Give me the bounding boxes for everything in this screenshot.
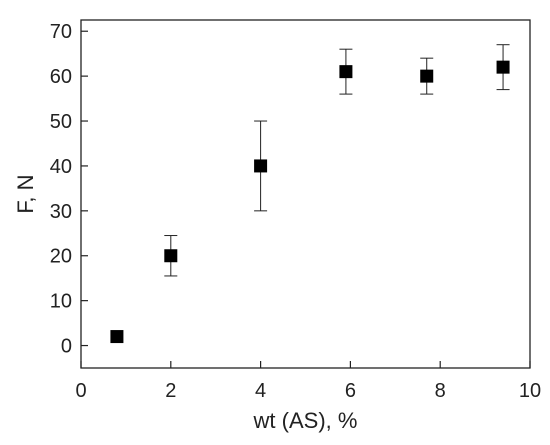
y-tick-label: 30 bbox=[50, 201, 72, 223]
y-tick-label: 70 bbox=[50, 21, 72, 43]
x-tick-label: 8 bbox=[435, 380, 446, 402]
data-point bbox=[164, 249, 178, 263]
data-point bbox=[339, 65, 353, 79]
plot-frame bbox=[80, 19, 531, 369]
x-axis-title: wt (AS), % bbox=[253, 408, 358, 433]
x-axis-ticks: 0 2 4 6 8 10 bbox=[75, 361, 541, 402]
y-tick-label: 20 bbox=[50, 246, 72, 268]
y-axis-ticks: 0 10 20 30 40 50 60 70 bbox=[50, 21, 88, 358]
x-tick-label: 10 bbox=[519, 380, 541, 402]
y-tick-label: 40 bbox=[50, 156, 72, 178]
data-point bbox=[420, 69, 434, 83]
x-tick-label: 0 bbox=[75, 380, 86, 402]
data-point bbox=[254, 159, 268, 173]
x-tick-label: 6 bbox=[345, 380, 356, 402]
data-points bbox=[110, 44, 510, 344]
y-axis-title: F, N bbox=[13, 174, 38, 213]
y-tick-label: 60 bbox=[50, 66, 72, 88]
data-point bbox=[110, 330, 124, 344]
y-tick-label: 50 bbox=[50, 111, 72, 133]
x-tick-label: 4 bbox=[255, 380, 266, 402]
data-point bbox=[496, 60, 510, 74]
y-tick-label: 0 bbox=[61, 336, 72, 358]
x-tick-label: 2 bbox=[165, 380, 176, 402]
y-tick-label: 10 bbox=[50, 291, 72, 313]
